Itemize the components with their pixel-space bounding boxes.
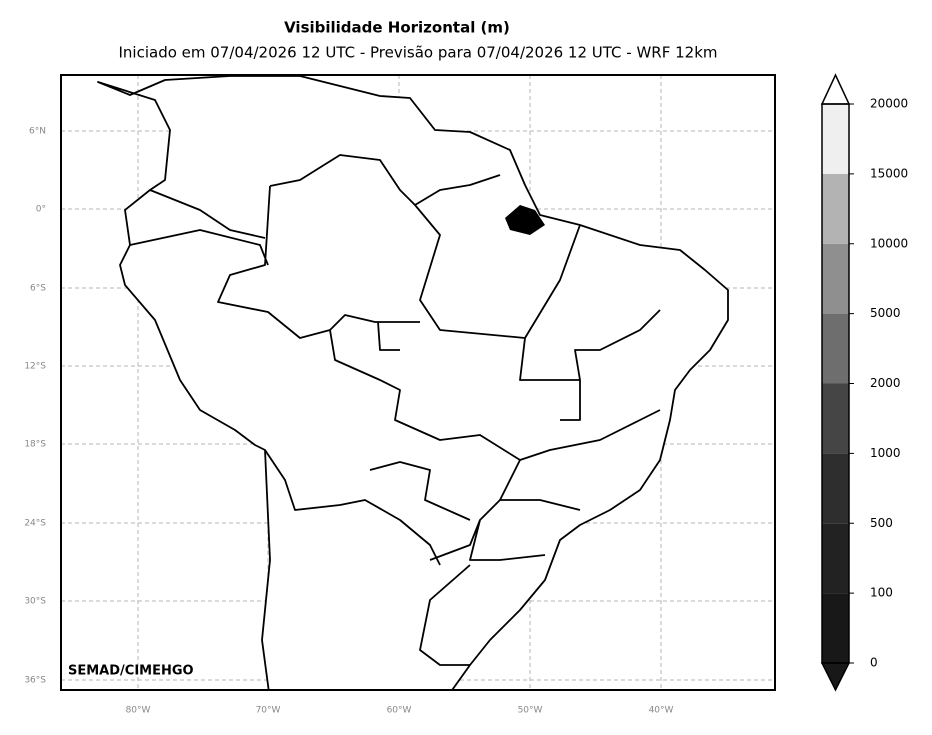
colorbar-segment bbox=[822, 313, 849, 384]
lon-label: 80°W bbox=[126, 706, 151, 716]
lon-label: 60°W bbox=[387, 706, 412, 716]
marajo-island bbox=[505, 205, 545, 235]
colorbar-segment bbox=[822, 383, 849, 454]
colorbar-label: 2000 bbox=[870, 376, 901, 390]
colorbar-segment bbox=[822, 593, 849, 663]
colorbar-segment bbox=[822, 173, 849, 244]
colorbar-label: 100 bbox=[870, 586, 893, 600]
colorbar-label: 15000 bbox=[870, 166, 908, 180]
lon-label: 50°W bbox=[518, 706, 543, 716]
lat-label: 18°S bbox=[24, 440, 46, 450]
title: Visibilidade Horizontal (m) bbox=[284, 19, 510, 37]
lat-label: 36°S bbox=[24, 676, 46, 686]
colorbar-over bbox=[820, 73, 851, 105]
colorbar-under bbox=[820, 662, 851, 692]
colorbar: 0 100 500 1000 2000 5000 10000 15000 20000 bbox=[820, 73, 908, 692]
colorbar-segment bbox=[822, 104, 849, 174]
coastline bbox=[97, 75, 729, 690]
colorbar-label: 5000 bbox=[870, 306, 901, 320]
colorbar-label: 20000 bbox=[870, 97, 908, 111]
credit: SEMAD/CIMEHGO bbox=[68, 664, 194, 679]
colorbar-label: 1000 bbox=[870, 446, 901, 460]
lat-label: 6°N bbox=[29, 127, 46, 137]
lon-label: 40°W bbox=[649, 706, 674, 716]
colorbar-segment bbox=[822, 243, 849, 314]
lat-label: 24°S bbox=[24, 519, 46, 529]
borders bbox=[129, 154, 661, 666]
colorbar-segment bbox=[822, 453, 849, 524]
colorbar-label: 0 bbox=[870, 656, 878, 670]
map-frame bbox=[60, 74, 776, 691]
lat-label: 6°S bbox=[30, 284, 46, 294]
lon-label: 70°W bbox=[256, 706, 281, 716]
lat-label: 12°S bbox=[24, 362, 46, 372]
lat-label: 0° bbox=[36, 205, 46, 215]
colorbar-label: 10000 bbox=[870, 236, 908, 250]
colorbar-label: 500 bbox=[870, 516, 893, 530]
colorbar-segment bbox=[822, 523, 849, 594]
subtitle: Iniciado em 07/04/2026 12 UTC - Previsão… bbox=[118, 44, 717, 62]
land bbox=[97, 75, 729, 690]
lat-label: 30°S bbox=[24, 597, 46, 607]
